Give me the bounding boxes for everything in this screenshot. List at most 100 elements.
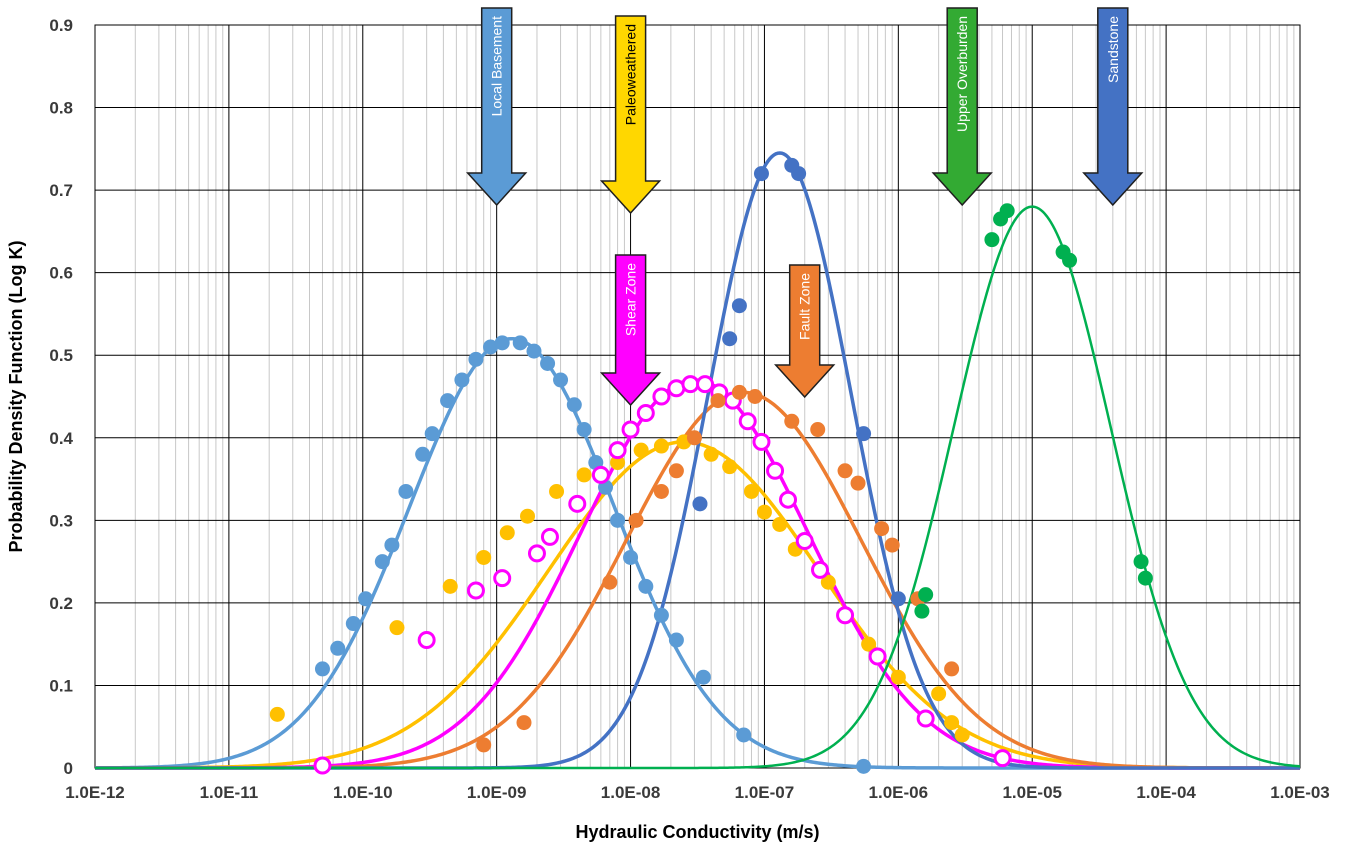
data-point [384, 537, 400, 553]
data-point [753, 166, 769, 182]
y-tick-labels: 0 0.1 0.2 0.3 0.4 0.5 0.6 0.7 0.8 0.9 [49, 16, 73, 778]
x-tick-label: 1.0E-05 [1002, 783, 1062, 802]
data-point [874, 521, 890, 537]
y-tick-label: 0.9 [49, 16, 73, 35]
data-point [398, 483, 414, 499]
data-point [836, 606, 855, 625]
data-point [850, 475, 866, 491]
data-point [695, 669, 711, 685]
data-point [576, 467, 592, 483]
data-point [415, 446, 431, 462]
series-line [95, 205, 1301, 770]
data-point [653, 438, 669, 454]
data-point [668, 632, 684, 648]
data-point [861, 636, 877, 652]
data-point [653, 607, 669, 623]
x-tick-label: 1.0E-12 [65, 783, 125, 802]
annotation-arrow [466, 7, 528, 207]
data-point [668, 463, 684, 479]
data-point [686, 430, 702, 446]
y-tick-label: 0.6 [49, 264, 73, 283]
data-point [890, 591, 906, 607]
data-point [442, 578, 458, 594]
data-point [499, 525, 515, 541]
data-point [653, 483, 669, 499]
data-point [476, 737, 492, 753]
data-point [820, 574, 836, 590]
x-tick-label: 1.0E-11 [200, 783, 259, 802]
data-point [868, 647, 887, 666]
y-tick-label: 0.1 [49, 676, 73, 695]
data-point [703, 446, 719, 462]
x-tick-label: 1.0E-08 [601, 783, 661, 802]
data-point [374, 554, 390, 570]
data-point [540, 355, 556, 371]
data-point [493, 569, 512, 588]
data-point [752, 432, 771, 451]
y-tick-label: 0.2 [49, 594, 73, 613]
data-point [526, 343, 542, 359]
data-point [520, 508, 536, 524]
data-point [576, 422, 592, 438]
annotation-label: Upper Overburden [954, 16, 970, 132]
data-point [483, 339, 499, 355]
data-point [621, 420, 640, 439]
data-point [795, 531, 814, 550]
annotation-arrow [599, 254, 662, 407]
data-point [856, 758, 872, 774]
data-point [476, 549, 492, 565]
data-point [747, 389, 763, 404]
y-tick-label: 0.4 [49, 429, 73, 448]
data-point [494, 335, 510, 351]
data-point [993, 749, 1012, 768]
data-point [540, 527, 559, 546]
data-point [766, 461, 785, 480]
data-point [424, 426, 440, 442]
annotation-arrows: Local Basement Paleoweathered Shear Zone Fa… [466, 7, 1144, 407]
data-point [269, 706, 285, 722]
annotation-label: Paleoweathered [623, 24, 639, 125]
data-point [810, 422, 826, 438]
series-markers [269, 157, 1153, 775]
annotation-label: Sandstone [1105, 16, 1121, 83]
data-point [1062, 252, 1078, 268]
data-point [512, 335, 528, 351]
data-point [944, 715, 960, 731]
data-point [553, 372, 569, 388]
data-point [591, 465, 610, 484]
data-point [681, 375, 700, 394]
data-point [440, 393, 456, 409]
data-point [999, 203, 1015, 219]
data-point [610, 455, 626, 471]
x-tick-label: 1.0E-10 [333, 783, 393, 802]
x-tick-label: 1.0E-06 [869, 783, 929, 802]
data-point [722, 459, 738, 475]
data-point [608, 441, 627, 460]
data-point [652, 387, 671, 406]
data-point [918, 587, 934, 603]
data-point [636, 404, 655, 423]
data-point [710, 393, 726, 409]
data-point [722, 331, 738, 347]
data-point [772, 516, 788, 532]
annotation-arrow [774, 264, 836, 399]
data-point [856, 426, 872, 442]
data-point [756, 504, 772, 520]
data-point [527, 544, 546, 563]
data-point [389, 620, 405, 636]
x-tick-label: 1.0E-09 [467, 783, 527, 802]
data-point [791, 166, 807, 182]
series-line [94, 336, 1300, 770]
data-point [784, 413, 800, 429]
annotation-label: Fault Zone [797, 273, 813, 340]
x-tick-label: 1.0E-07 [735, 783, 795, 802]
data-point [358, 591, 374, 607]
x-axis-title: Hydraulic Conductivity (m/s) [575, 822, 819, 842]
data-point [602, 574, 618, 590]
data-point [931, 686, 947, 702]
annotation-label: Shear Zone [623, 263, 639, 336]
x-tick-label: 1.0E-03 [1270, 783, 1330, 802]
data-point [779, 490, 798, 509]
data-point [454, 372, 470, 388]
data-point [638, 578, 654, 594]
